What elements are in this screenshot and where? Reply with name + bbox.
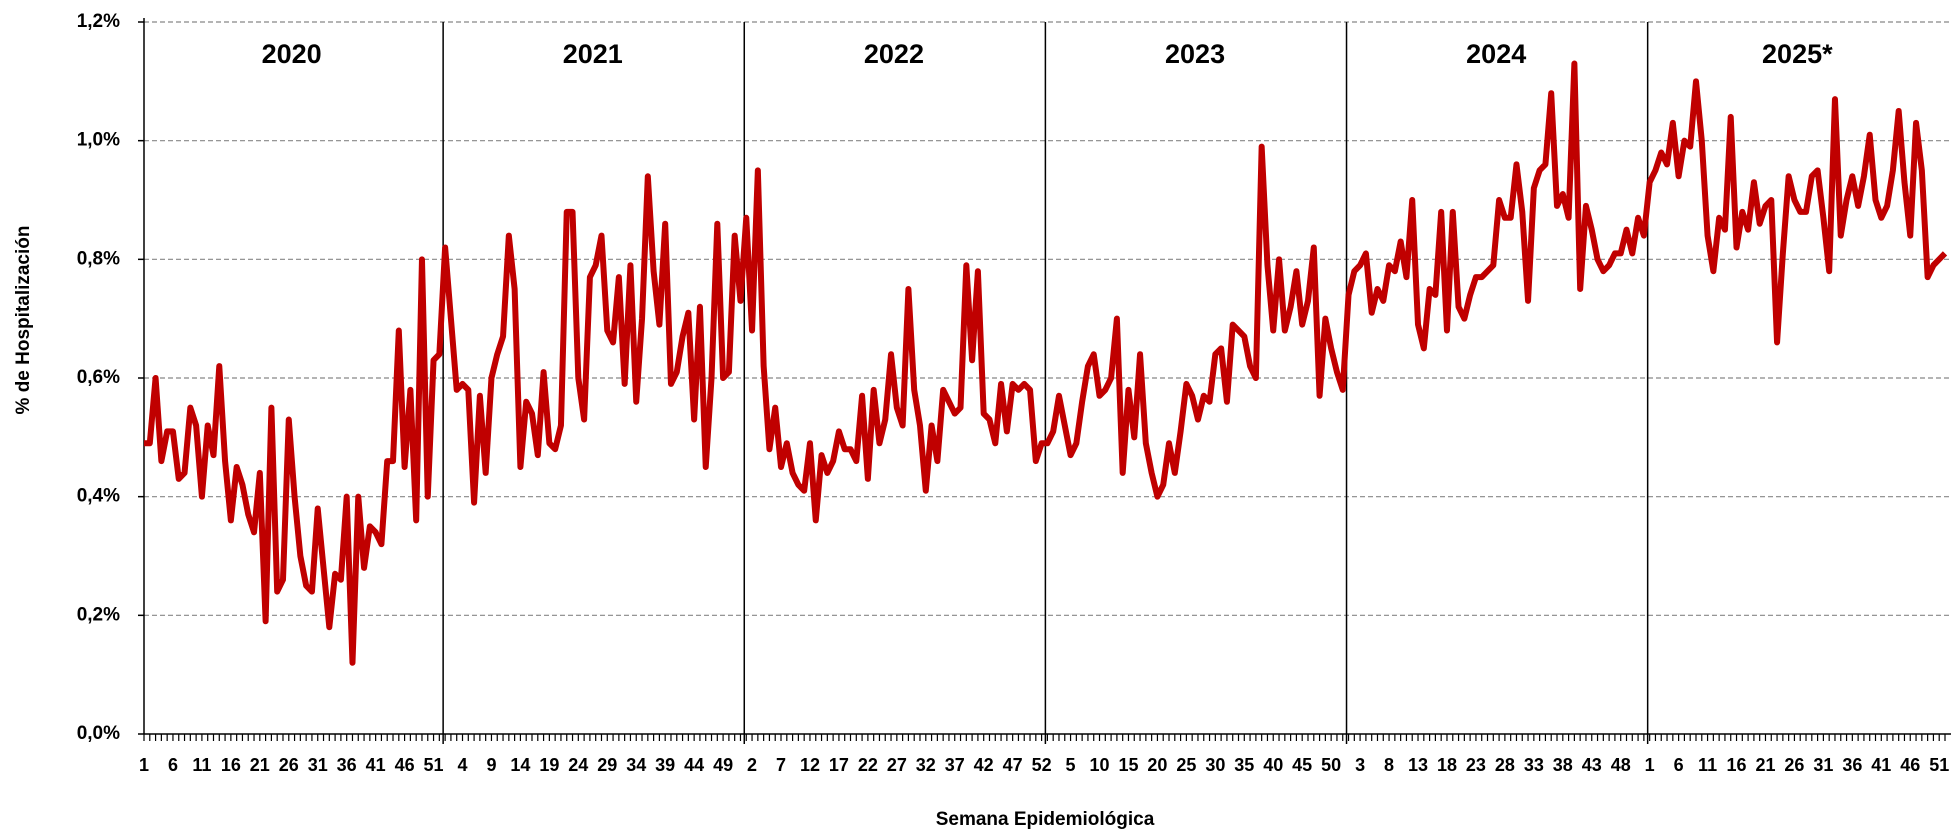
x-tick-label: 26 bbox=[1784, 755, 1804, 775]
x-tick-label: 19 bbox=[539, 755, 559, 775]
x-tick-label: 20 bbox=[1147, 755, 1167, 775]
y-tick-label: 0,6% bbox=[77, 367, 120, 388]
y-tick-label: 1,2% bbox=[77, 11, 120, 32]
y-tick-label: 1,0% bbox=[77, 130, 120, 151]
x-tick-label: 31 bbox=[1813, 755, 1833, 775]
x-tick-label: 16 bbox=[221, 755, 241, 775]
x-tick-label: 1 bbox=[139, 755, 149, 775]
x-tick-label: 32 bbox=[916, 755, 936, 775]
x-tick-label: 24 bbox=[568, 755, 588, 775]
x-tick-label: 7 bbox=[776, 755, 786, 775]
x-tick-label: 33 bbox=[1524, 755, 1544, 775]
x-tick-label: 35 bbox=[1234, 755, 1254, 775]
y-tick-label: 0,8% bbox=[77, 248, 120, 269]
x-tick-label: 2 bbox=[747, 755, 757, 775]
year-label: 2020 bbox=[262, 39, 322, 69]
x-tick-label: 12 bbox=[800, 755, 820, 775]
x-tick-label: 1 bbox=[1645, 755, 1655, 775]
x-tick-label: 47 bbox=[1003, 755, 1023, 775]
x-tick-label: 11 bbox=[1698, 755, 1717, 775]
x-tick-label: 28 bbox=[1495, 755, 1515, 775]
x-tick-label: 14 bbox=[510, 755, 530, 775]
x-tick-label: 11 bbox=[192, 755, 211, 775]
x-tick-label: 51 bbox=[1929, 755, 1949, 775]
year-label: 2022 bbox=[864, 39, 924, 69]
x-tick-label: 42 bbox=[974, 755, 994, 775]
x-tick-label: 48 bbox=[1611, 755, 1631, 775]
x-tick-label: 17 bbox=[829, 755, 849, 775]
x-tick-label: 45 bbox=[1292, 755, 1312, 775]
x-tick-label: 44 bbox=[684, 755, 704, 775]
x-tick-label: 10 bbox=[1089, 755, 1109, 775]
x-tick-label: 50 bbox=[1321, 755, 1341, 775]
x-tick-label: 9 bbox=[486, 755, 496, 775]
x-tick-label: 15 bbox=[1118, 755, 1138, 775]
x-tick-label: 21 bbox=[1755, 755, 1775, 775]
year-label: 2023 bbox=[1165, 39, 1225, 69]
x-tick-label: 40 bbox=[1263, 755, 1283, 775]
y-tick-label: 0,2% bbox=[77, 604, 120, 625]
x-tick-label: 6 bbox=[1674, 755, 1684, 775]
x-tick-label: 46 bbox=[395, 755, 415, 775]
x-tick-label: 8 bbox=[1384, 755, 1394, 775]
y-tick-label: 0,4% bbox=[77, 486, 120, 507]
x-tick-label: 13 bbox=[1408, 755, 1428, 775]
x-tick-label: 52 bbox=[1032, 755, 1052, 775]
x-tick-label: 36 bbox=[1842, 755, 1862, 775]
x-tick-label: 5 bbox=[1066, 755, 1076, 775]
x-tick-label: 6 bbox=[168, 755, 178, 775]
x-axis-label: Semana Epidemiológica bbox=[936, 809, 1155, 830]
x-tick-label: 41 bbox=[366, 755, 386, 775]
x-tick-label: 39 bbox=[655, 755, 675, 775]
x-tick-label: 37 bbox=[945, 755, 965, 775]
y-axis-label: % de Hospitalización bbox=[13, 226, 34, 415]
x-tick-label: 29 bbox=[597, 755, 617, 775]
x-tick-label: 23 bbox=[1466, 755, 1486, 775]
x-tick-label: 22 bbox=[858, 755, 878, 775]
x-tick-label: 34 bbox=[626, 755, 646, 775]
year-label: 2024 bbox=[1466, 39, 1526, 69]
year-label: 2021 bbox=[563, 39, 623, 69]
x-tick-label: 18 bbox=[1437, 755, 1457, 775]
x-tick-label: 26 bbox=[279, 755, 299, 775]
x-tick-label: 41 bbox=[1871, 755, 1891, 775]
x-tick-label: 4 bbox=[457, 755, 467, 775]
x-tick-label: 36 bbox=[337, 755, 357, 775]
x-tick-label: 49 bbox=[713, 755, 733, 775]
x-tick-label: 25 bbox=[1176, 755, 1196, 775]
x-tick-label: 3 bbox=[1355, 755, 1365, 775]
x-tick-label: 16 bbox=[1727, 755, 1747, 775]
x-tick-label: 43 bbox=[1582, 755, 1602, 775]
x-tick-label: 51 bbox=[424, 755, 444, 775]
x-tick-label: 31 bbox=[308, 755, 328, 775]
y-tick-label: 0,0% bbox=[77, 723, 120, 744]
x-tick-label: 30 bbox=[1205, 755, 1225, 775]
x-tick-label: 21 bbox=[250, 755, 270, 775]
x-tick-label: 27 bbox=[887, 755, 907, 775]
x-tick-label: 38 bbox=[1553, 755, 1573, 775]
data-line bbox=[144, 60, 1948, 666]
year-label: 2025* bbox=[1762, 39, 1833, 69]
x-tick-label: 46 bbox=[1900, 755, 1920, 775]
